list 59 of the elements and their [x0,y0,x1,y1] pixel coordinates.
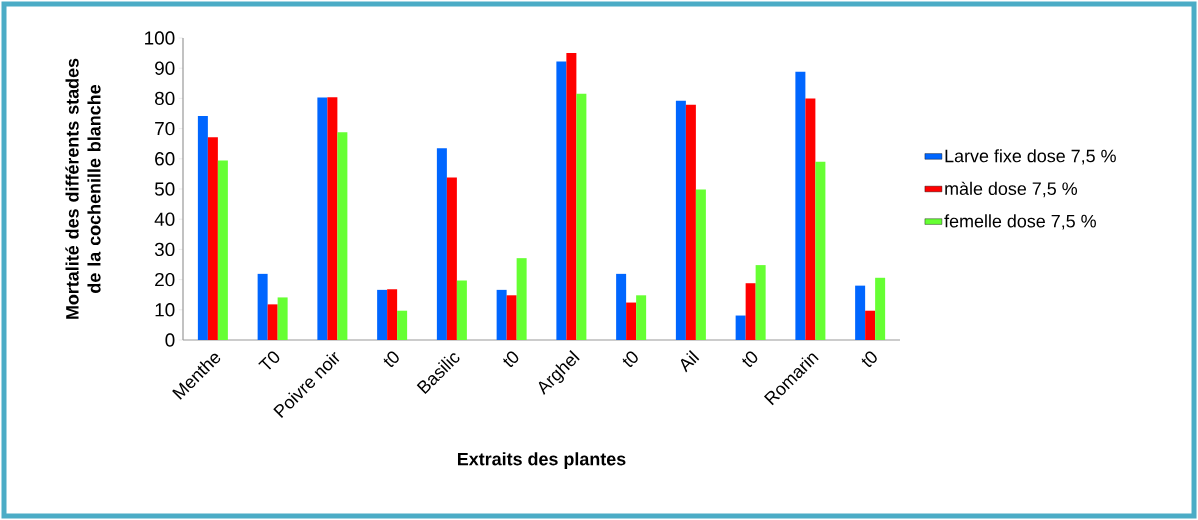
y-tick-label: 80 [155,91,175,106]
x-axis-title: Extraits des plantes [457,452,626,469]
x-tick-label: t0 [503,351,519,368]
bar [616,273,627,340]
x-tick-label: t0 [861,351,877,368]
bar [377,289,388,340]
x-tick-label: t0 [742,351,758,368]
x-tick-label: Ail [680,350,700,373]
bar [875,277,886,340]
bar [327,97,338,340]
legend-label: màle dose 7,5 % [945,181,1078,198]
bar [855,285,866,340]
legend-label: femelle dose 7,5 % [944,214,1096,230]
bar [675,100,686,340]
bar [566,53,577,340]
y-tick-label: 90 [155,61,175,75]
bar [446,177,457,340]
bar [207,137,218,340]
bar [506,295,517,340]
y-axis-title: Mortalité des différents stades de la cochenille blanche [65,58,101,319]
bar [337,132,348,340]
y-tick-label: 30 [154,242,175,257]
bar [636,295,647,340]
bar [217,160,228,340]
bar [516,258,527,340]
bar [735,315,746,340]
legend-label: Larve fixe dose 7,5 % [945,149,1116,165]
bar [387,289,398,340]
bar [456,280,467,340]
y-tick-label: 40 [154,212,175,226]
x-tick-label: t0 [622,351,638,368]
bar [685,104,696,340]
bar [397,310,408,340]
bar [815,161,826,340]
bar [556,61,567,340]
y-tick-label: 0 [165,333,175,347]
bar [277,297,288,340]
x-tick-label: T0 [258,351,280,370]
bar [317,97,328,340]
y-tick-label: 100 [145,31,175,45]
y-tick-label: 20 [155,272,175,287]
bar [626,302,637,340]
bar [197,115,208,340]
y-tick-label: 10 [155,303,175,317]
y-tick-label: 50 [154,182,175,196]
bar [436,148,447,340]
bar [795,71,806,340]
bar [496,289,507,340]
y-tick-label: 60 [155,152,175,166]
bar [805,98,816,340]
bar [865,310,876,340]
bar [257,273,268,340]
bar [755,265,766,340]
x-tick-label: t0 [383,351,399,368]
bar [576,93,587,340]
y-tick-label: 70 [155,121,175,136]
bar [745,283,756,340]
bar [695,189,706,340]
bar [267,304,278,340]
